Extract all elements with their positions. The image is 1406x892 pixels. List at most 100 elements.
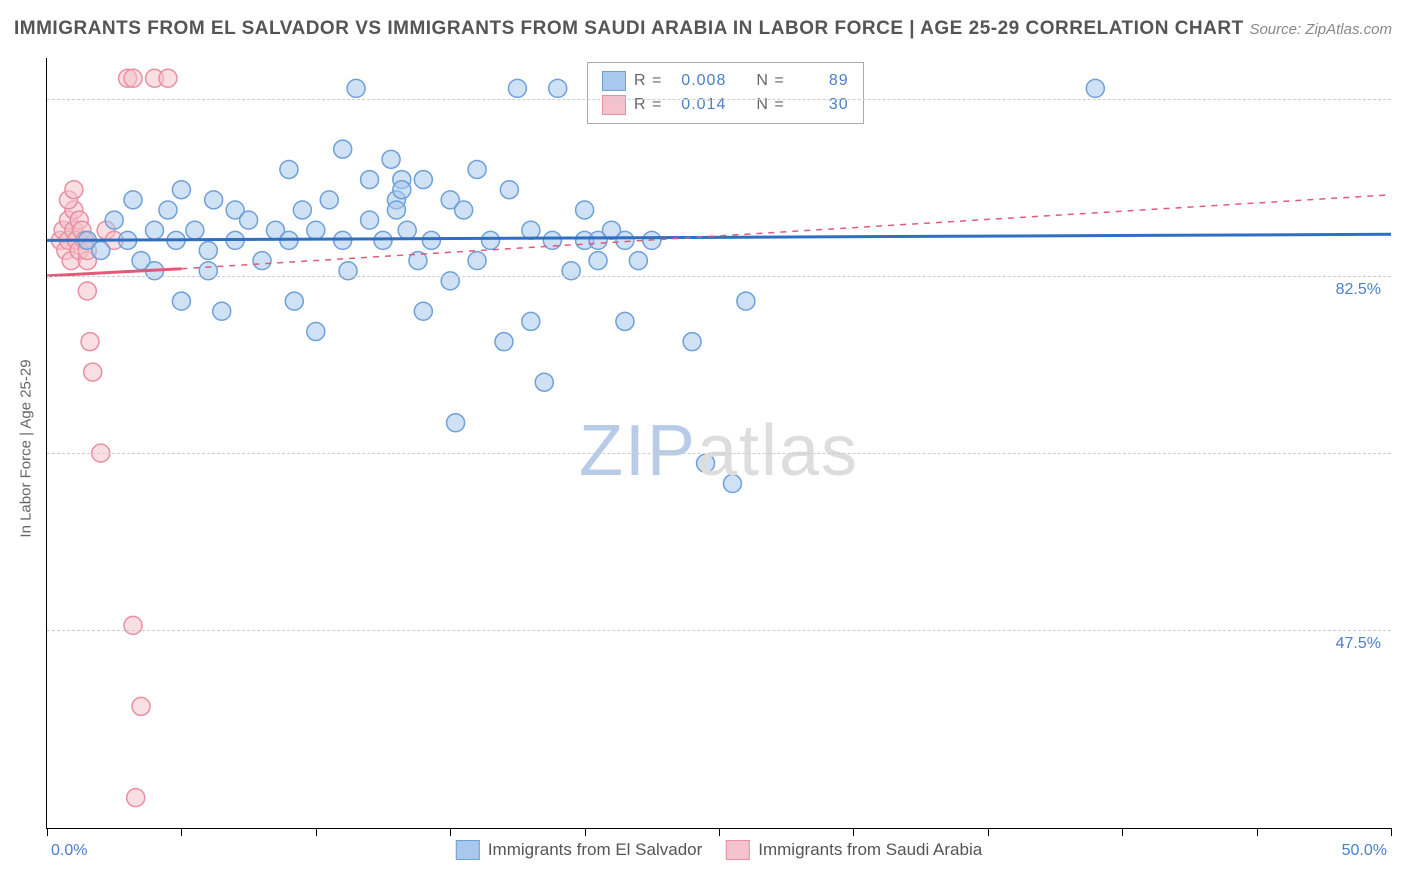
series-a-point	[199, 262, 217, 280]
legend-row-series-a: R = 0.008 N = 89	[602, 69, 849, 93]
series-b-point	[65, 181, 83, 199]
series-a-point	[414, 302, 432, 320]
series-a-point	[522, 221, 540, 239]
x-tick	[585, 828, 586, 836]
x-tick	[181, 828, 182, 836]
series-b-name: Immigrants from Saudi Arabia	[758, 840, 982, 860]
y-tick-label: 82.5%	[1336, 281, 1381, 299]
series-b-point	[159, 69, 177, 87]
series-a-point	[159, 201, 177, 219]
series-a-point	[105, 211, 123, 229]
series-a-point	[535, 373, 553, 391]
series-a-point	[468, 160, 486, 178]
y-axis-title: In Labor Force | Age 25-29	[18, 359, 35, 537]
title-bar: IMMIGRANTS FROM EL SALVADOR VS IMMIGRANT…	[14, 18, 1392, 40]
series-a-point	[562, 262, 580, 280]
y-gridline	[47, 630, 1391, 631]
series-a-point	[495, 333, 513, 351]
correlation-legend: R = 0.008 N = 89 R = 0.014 N = 30	[587, 62, 864, 124]
r-label: R =	[634, 72, 662, 90]
x-tick	[47, 828, 48, 836]
series-a-point	[398, 221, 416, 239]
series-a-point	[347, 79, 365, 97]
series-a-point	[240, 211, 258, 229]
series-a-name: Immigrants from El Salvador	[488, 840, 702, 860]
series-a-point	[307, 221, 325, 239]
series-a-point	[92, 242, 110, 260]
legend-row-series-b: R = 0.014 N = 30	[602, 93, 849, 117]
series-a-point	[737, 292, 755, 310]
series-a-point	[441, 272, 459, 290]
series-a-point	[320, 191, 338, 209]
x-tick	[316, 828, 317, 836]
series-b-point	[81, 333, 99, 351]
series-a-point	[697, 454, 715, 472]
x-tick	[1122, 828, 1123, 836]
series-a-point	[723, 475, 741, 493]
scatter-plot	[47, 58, 1391, 828]
x-tick	[719, 828, 720, 836]
series-a-point	[576, 201, 594, 219]
series-a-point	[468, 252, 486, 270]
series-a-point	[253, 252, 271, 270]
series-a-point	[280, 160, 298, 178]
trend-line-series-b-dashed	[181, 195, 1391, 269]
series-a-point	[307, 323, 325, 341]
series-a-point	[683, 333, 701, 351]
series-a-point	[589, 252, 607, 270]
n-label: N =	[756, 72, 784, 90]
series-a-point	[616, 312, 634, 330]
trend-line-series-a	[47, 234, 1391, 240]
series-a-point	[455, 201, 473, 219]
x-tick	[853, 828, 854, 836]
y-gridline	[47, 276, 1391, 277]
series-a-point	[124, 191, 142, 209]
series-legend: Immigrants from El Salvador Immigrants f…	[456, 840, 982, 860]
series-b-point	[124, 69, 142, 87]
x-tick	[988, 828, 989, 836]
series-b-point	[127, 789, 145, 807]
y-gridline	[47, 453, 1391, 454]
x-tick	[1257, 828, 1258, 836]
series-a-point	[500, 181, 518, 199]
series-a-point	[616, 231, 634, 249]
source-attribution: Source: ZipAtlas.com	[1249, 21, 1392, 38]
series-a-point	[199, 242, 217, 260]
legend-item-series-a: Immigrants from El Salvador	[456, 840, 702, 860]
y-gridline	[47, 99, 1391, 100]
series-a-point	[1086, 79, 1104, 97]
x-tick	[1391, 828, 1392, 836]
series-a-point	[629, 252, 647, 270]
series-a-point	[387, 201, 405, 219]
series-a-point	[382, 150, 400, 168]
series-a-point	[447, 414, 465, 432]
series-a-point	[146, 221, 164, 239]
series-b-point	[84, 363, 102, 381]
series-a-point	[414, 171, 432, 189]
series-b-point	[124, 616, 142, 634]
x-tick-label: 50.0%	[1342, 842, 1387, 860]
r-value-a: 0.008	[670, 72, 726, 90]
y-tick-label: 47.5%	[1336, 635, 1381, 653]
series-a-point	[334, 140, 352, 158]
series-a-point	[172, 292, 190, 310]
series-b-point	[78, 282, 96, 300]
series-a-point	[522, 312, 540, 330]
series-a-point	[361, 171, 379, 189]
series-a-point	[393, 181, 411, 199]
x-tick-label: 0.0%	[51, 842, 87, 860]
series-a-point	[205, 191, 223, 209]
swatch-series-a	[602, 71, 626, 91]
series-a-point	[339, 262, 357, 280]
chart-plot-area: ZIPatlas R = 0.008 N = 89 R = 0.014 N = …	[46, 58, 1391, 829]
n-value-a: 89	[793, 72, 849, 90]
series-a-point	[422, 231, 440, 249]
series-a-point	[482, 231, 500, 249]
series-a-point	[186, 221, 204, 239]
swatch-series-b	[726, 840, 750, 860]
legend-item-series-b: Immigrants from Saudi Arabia	[726, 840, 982, 860]
series-a-point	[361, 211, 379, 229]
series-a-point	[213, 302, 231, 320]
series-b-point	[132, 697, 150, 715]
x-tick	[450, 828, 451, 836]
